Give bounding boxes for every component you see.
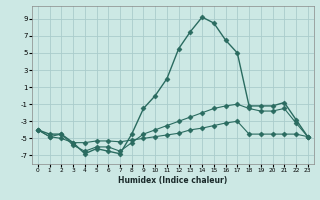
X-axis label: Humidex (Indice chaleur): Humidex (Indice chaleur) bbox=[118, 176, 228, 185]
